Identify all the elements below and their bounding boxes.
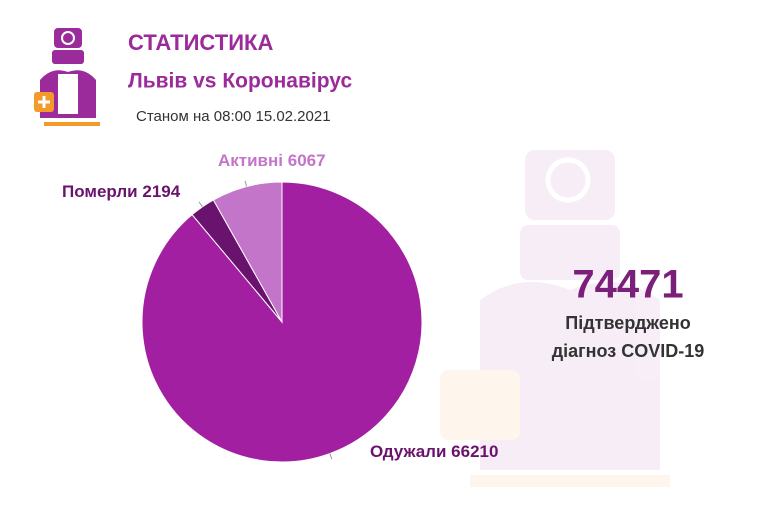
total-value: 74471 [572, 263, 683, 307]
date: Станом на 08:00 15.02.2021 [136, 108, 331, 125]
leader-line [329, 453, 333, 460]
leader-line [244, 180, 248, 187]
slice-name: Одужали [370, 442, 446, 461]
logo [34, 28, 100, 126]
total-label: діагноз COVID-19 [552, 341, 705, 361]
leader-line [198, 201, 203, 208]
slice-label: Померли 2194 [62, 182, 181, 201]
watermark [440, 150, 670, 487]
slice-value: 2194 [142, 182, 180, 201]
slice-name: Померли [62, 182, 138, 201]
slice-value: 6067 [288, 151, 326, 170]
slice-label: Активні 6067 [218, 151, 326, 170]
total-label: Підтверджено [565, 313, 690, 333]
slice-label: Одужали 66210 [370, 442, 498, 461]
subtitle: Львів vs Коронавірус [128, 70, 352, 93]
title: СТАТИСТИКА [128, 30, 273, 55]
pie: Одужали 66210 Померли 2194 Активні 6067 [62, 151, 498, 463]
slice-value: 66210 [451, 442, 498, 461]
slice-name: Активні [218, 151, 283, 170]
